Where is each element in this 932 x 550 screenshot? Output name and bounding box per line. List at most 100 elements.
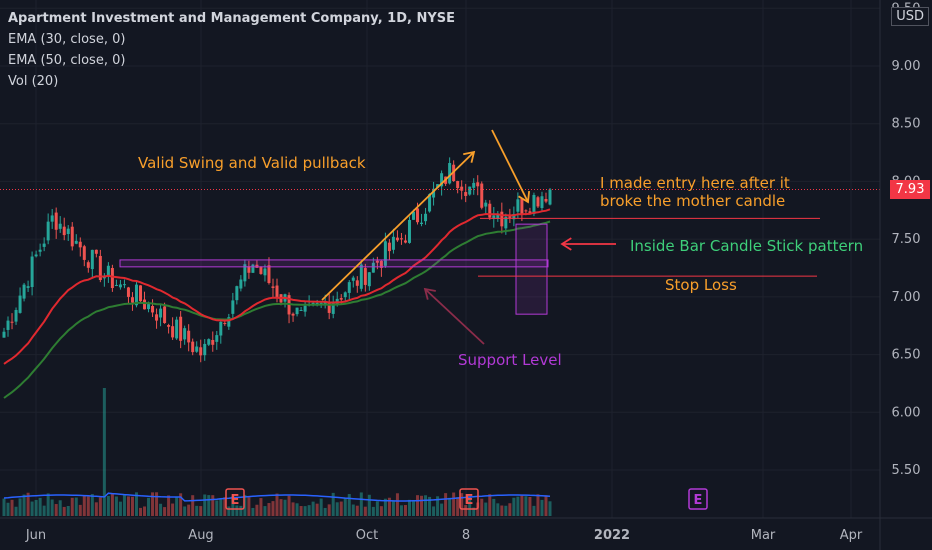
entry-annotation: I made entry here after it broke the mot…	[600, 174, 790, 210]
candle-body	[139, 285, 142, 302]
volume-bar	[444, 493, 448, 516]
candle-body	[50, 215, 54, 222]
grid-lines	[0, 0, 880, 518]
volume-bar	[203, 494, 207, 516]
candle-body	[42, 243, 46, 247]
volume-bar	[179, 493, 183, 516]
volume-bar	[251, 507, 255, 516]
candle-body	[106, 265, 110, 276]
volume-bar	[118, 501, 122, 516]
volume-bar	[38, 497, 42, 516]
volume-bar	[22, 494, 26, 516]
volume-bar	[399, 505, 403, 516]
x-tick-label: Jun	[25, 528, 46, 543]
candle-body	[255, 264, 259, 268]
candle-body	[259, 267, 263, 274]
volume-bar	[516, 496, 520, 516]
candle-body	[183, 328, 187, 340]
candle-body	[544, 198, 548, 202]
candle-body	[363, 268, 367, 285]
x-tick-label: Apr	[840, 528, 863, 543]
volume-bar	[163, 507, 167, 516]
volume-bar	[102, 388, 106, 516]
volume-bar	[371, 506, 375, 516]
volume-bar	[367, 494, 371, 516]
chart-title[interactable]: Apartment Investment and Management Comp…	[8, 11, 456, 26]
support-arrow	[424, 288, 485, 345]
volume-bar	[448, 497, 452, 516]
stop-loss-annotation: Stop Loss	[665, 276, 737, 294]
y-tick-label: 9.00	[892, 59, 921, 74]
inside-bar-box	[515, 223, 548, 315]
inside-bar-arrow-head	[560, 237, 572, 251]
candle-body	[303, 305, 307, 312]
candle-body	[187, 330, 191, 343]
candle-body	[371, 262, 375, 273]
earnings-marker-label: E	[694, 493, 703, 508]
candle-body	[94, 249, 98, 254]
y-tick-label: 5.50	[892, 463, 921, 478]
candle-body	[38, 249, 42, 252]
candle-body	[163, 306, 167, 324]
volume-bar	[331, 492, 335, 516]
volume-bar	[403, 505, 407, 516]
ema50-line	[3, 220, 551, 399]
volume-bar	[359, 492, 363, 516]
candle-body	[295, 307, 299, 315]
candle-body	[351, 277, 355, 281]
volume-bar	[420, 495, 424, 516]
ema30-legend[interactable]: EMA (30, close, 0)	[8, 32, 126, 47]
volume-bar	[391, 501, 395, 516]
candle-body	[488, 203, 492, 218]
volume-bar	[520, 495, 524, 516]
inside-bar-annotation: Inside Bar Candle Stick pattern	[630, 237, 864, 255]
candle-body	[383, 241, 387, 266]
candle-body	[492, 215, 496, 219]
candle-body	[203, 343, 207, 356]
candle-body	[199, 347, 203, 356]
candle-body	[191, 341, 195, 353]
volume-bar	[416, 495, 420, 516]
volume-bar	[259, 498, 263, 516]
volume-bar	[30, 501, 34, 516]
last-price-tag: 7.93	[890, 180, 930, 199]
candle-body	[504, 216, 508, 229]
volume-bar	[98, 497, 102, 516]
volume-bar	[267, 503, 271, 516]
volume-bar	[211, 495, 215, 516]
candle-body	[231, 300, 235, 314]
candle-body	[6, 320, 10, 330]
volume-bar	[46, 493, 50, 516]
volume-bar	[62, 506, 66, 516]
volume-bar	[191, 495, 195, 516]
volume-bar	[239, 505, 243, 516]
candle-body	[323, 302, 327, 305]
candle-body	[355, 280, 359, 286]
volume-bar	[283, 499, 287, 516]
candle-body	[90, 249, 94, 270]
volume-legend[interactable]: Vol (20)	[8, 74, 59, 89]
volume-bar	[383, 498, 387, 516]
volume-bar	[496, 503, 500, 516]
ema50-legend[interactable]: EMA (50, close, 0)	[8, 53, 126, 68]
candle-body	[512, 214, 516, 220]
volume-bar	[207, 495, 211, 516]
volume-bar	[14, 506, 18, 516]
volume-bar	[114, 496, 118, 516]
candle-body	[416, 208, 420, 223]
volume-bar	[10, 499, 14, 516]
volume-bar	[432, 506, 436, 516]
swing-arrow-head	[463, 150, 476, 163]
candle-body	[54, 212, 58, 230]
currency-label[interactable]: USD	[891, 7, 929, 26]
volume-bar	[355, 505, 359, 516]
candle-body	[211, 339, 215, 345]
volume-bar	[339, 501, 343, 516]
y-tick-label: 6.50	[892, 348, 921, 363]
volume-bar	[74, 497, 78, 516]
volume-bar	[295, 503, 299, 516]
volume-bar	[66, 506, 70, 516]
volume-bar	[464, 505, 468, 516]
